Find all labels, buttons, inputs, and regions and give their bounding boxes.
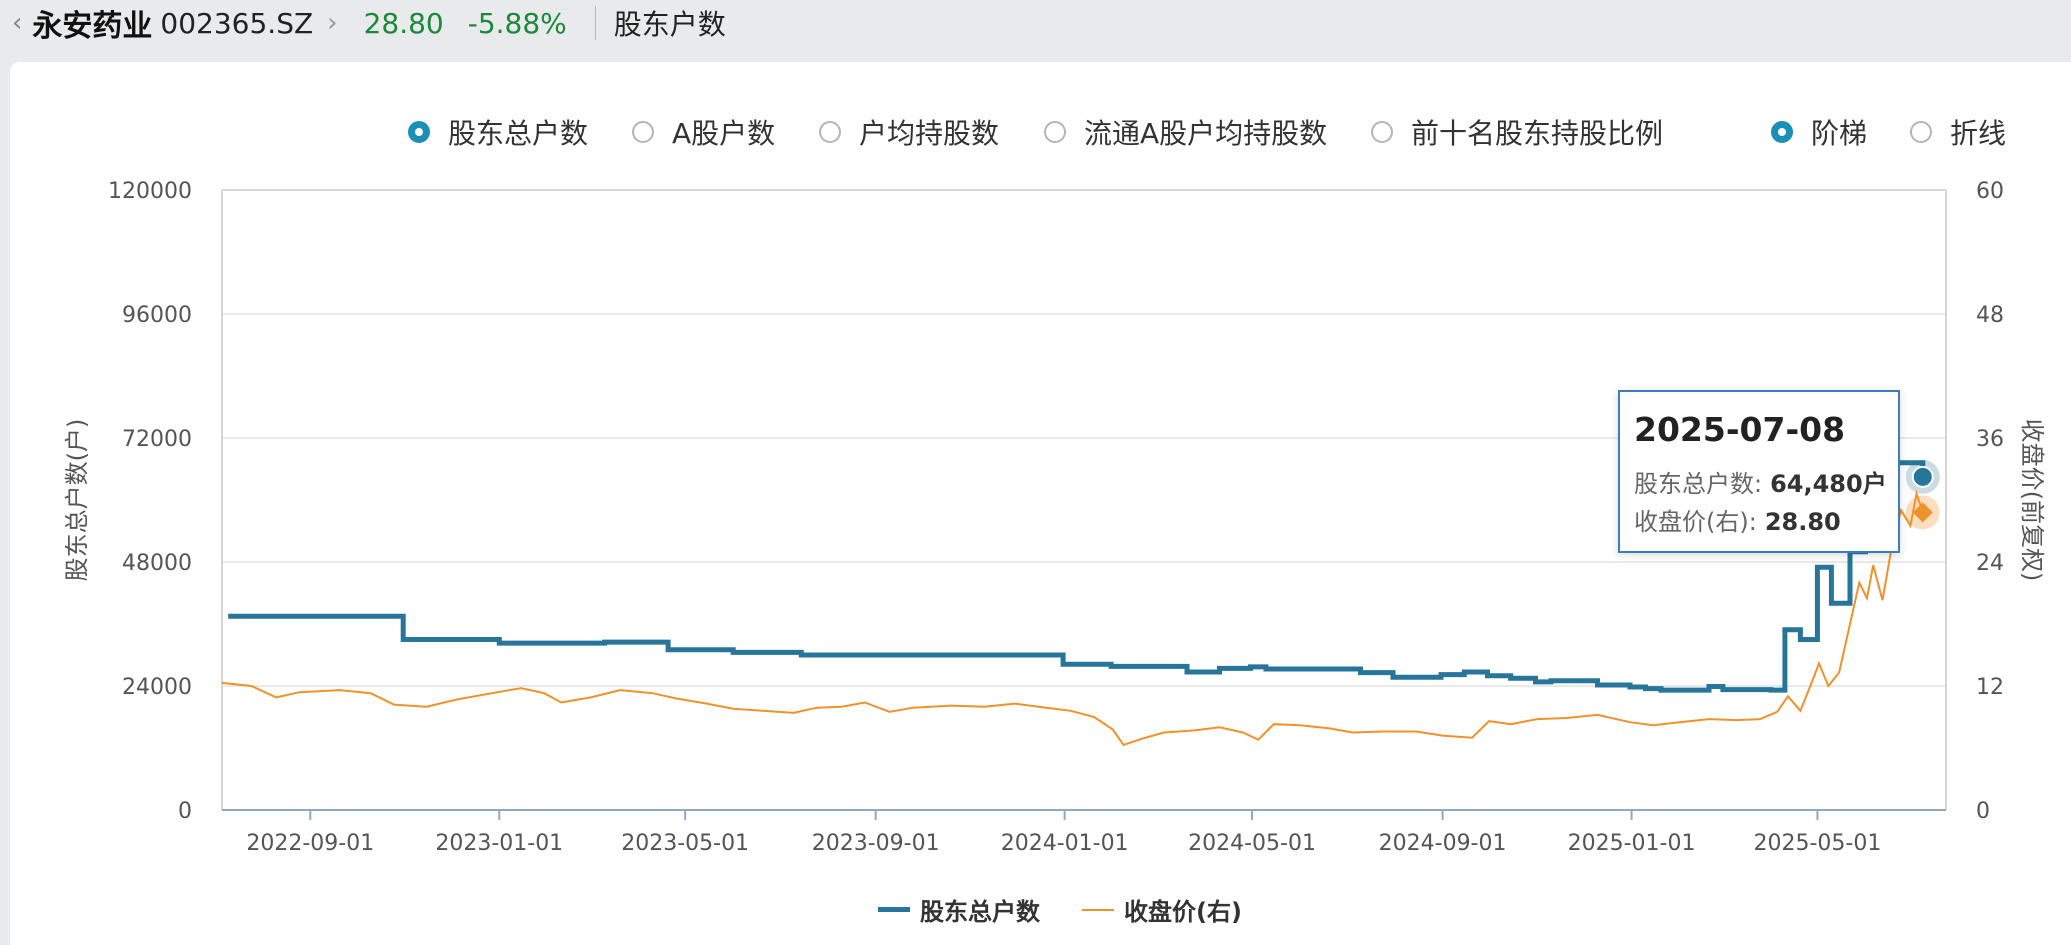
option-label: 前十名股东持股比例 [1411,117,1664,150]
x-tick-label: 2024-01-01 [1001,831,1129,856]
y-tick-label: 120000 [108,179,192,204]
legend-item-close[interactable]: 收盘价(右) [1082,892,1242,927]
tooltip-date: 2025-07-08 [1634,410,1846,449]
radio-icon[interactable] [1910,121,1932,143]
x-tick-label: 2024-05-01 [1188,831,1316,856]
tooltip-close-value: 28.80 [1764,508,1841,536]
page-header: ‹ 永安药业 002365.SZ › 28.80 -5.88% 股东户数 [0,0,2071,46]
legend-label-holders: 股东总户数 [920,898,1040,926]
page-title: 股东户数 [613,8,726,41]
close-highlight-point [1912,502,1933,523]
option-label: 户均持股数 [859,117,1000,150]
x-tick-label: 2023-05-01 [621,831,749,856]
y-tick-label: 72000 [122,427,192,452]
y-tick-label: 96000 [122,303,192,328]
radio-icon[interactable] [1371,121,1393,143]
legend-swatch-holders [878,907,910,912]
tooltip-holders-label: 股东总户数: [1634,470,1763,498]
option-label: 股东总户数 [448,117,589,150]
y-tick-label: 0 [178,799,192,824]
option-float-avg-holding[interactable]: 流通A股户均持股数 [1044,112,1327,152]
y2-tick-label: 36 [1976,427,2004,452]
x-tick-label: 2025-01-01 [1568,831,1696,856]
chevron-right-icon[interactable]: › [327,8,338,38]
stock-code: 002365.SZ [160,6,314,40]
option-label: A股户数 [672,117,776,150]
radio-icon[interactable] [1771,121,1793,143]
y2-tick-label: 24 [1976,551,2004,576]
option-label: 折线 [1950,117,2007,150]
x-tick-label: 2024-09-01 [1379,831,1507,856]
x-tick-label: 2023-09-01 [812,831,940,856]
tooltip-close-row: 收盘价(右): 28.80 [1634,502,1841,537]
stock-name: 永安药业 [32,9,153,44]
holders-step-line [228,435,1928,693]
legend-label-close: 收盘价(右) [1124,898,1242,926]
option-avg-holding[interactable]: 户均持股数 [819,112,999,152]
option-line-style[interactable]: 折线 [1910,112,2006,152]
x-tick-label: 2025-05-01 [1754,831,1882,856]
radio-icon[interactable] [408,121,430,143]
chart-tooltip: 2025-07-08 股东总户数: 64,480户 收盘价(右): 28.80 [1618,390,1900,553]
legend-item-holders[interactable]: 股东总户数 [878,892,1040,927]
stock-change-pct: -5.88% [467,6,567,40]
y2-tick-label: 60 [1976,179,2004,204]
legend-swatch-close [1082,908,1114,911]
close-price-line [221,489,1924,747]
y2-axis-title: 收盘价(前复权) [2018,419,2046,582]
option-a-share-holders[interactable]: A股户数 [632,112,775,152]
y-tick-label: 48000 [122,551,192,576]
radio-icon[interactable] [632,121,654,143]
radio-icon[interactable] [819,121,841,143]
tooltip-holders-row: 股东总户数: 64,480户 [1634,464,1887,499]
radio-icon[interactable] [1044,121,1066,143]
option-total-holders[interactable]: 股东总户数 [408,112,588,152]
tooltip-holders-value: 64,480户 [1770,470,1887,498]
header-divider [594,6,596,40]
y2-tick-label: 48 [1976,303,2004,328]
chevron-left-icon[interactable]: ‹ [12,8,23,38]
option-top10-ratio[interactable]: 前十名股东持股比例 [1371,112,1663,152]
y2-tick-label: 12 [1976,675,2004,700]
holders-highlight-point [1911,465,1934,488]
stock-price: 28.80 [363,6,444,40]
option-label: 阶梯 [1811,117,1868,150]
x-tick-label: 2023-01-01 [435,831,563,856]
y-axis-title: 股东总户数(户) [63,419,91,582]
tooltip-close-label: 收盘价(右): [1634,508,1757,536]
y-tick-label: 24000 [122,675,192,700]
option-step-style[interactable]: 阶梯 [1771,112,1867,152]
option-label: 流通A股户均持股数 [1084,117,1328,150]
y2-tick-label: 0 [1976,799,1990,824]
x-tick-label: 2022-09-01 [246,831,374,856]
